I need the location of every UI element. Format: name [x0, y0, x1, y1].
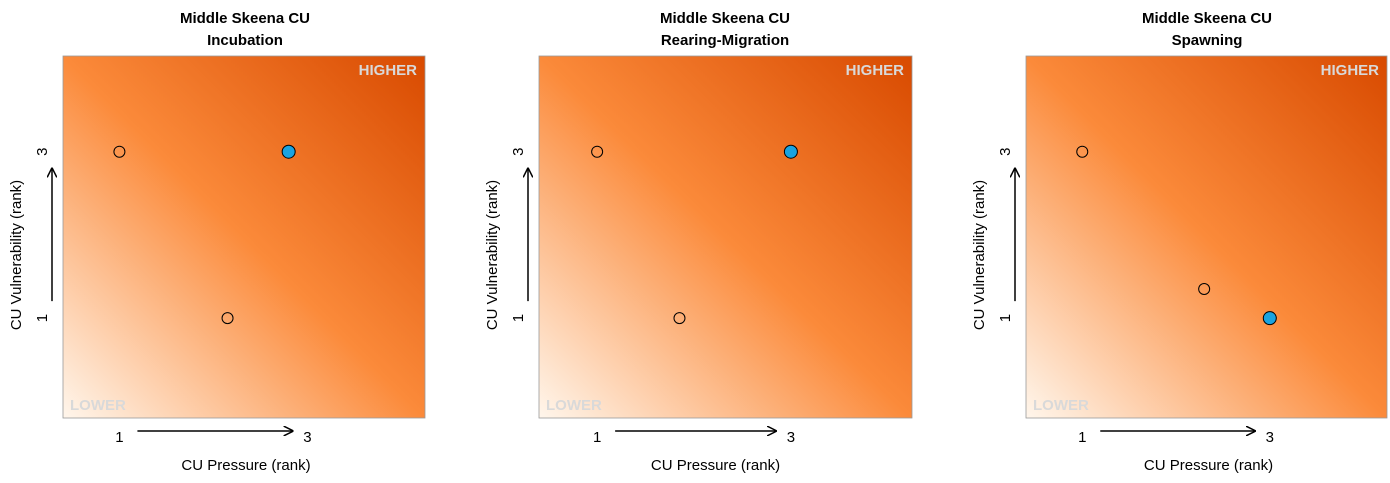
corner-label-lower: LOWER: [546, 397, 602, 414]
y-tick-label: 1: [510, 314, 527, 322]
y-tick-label: 1: [997, 314, 1014, 322]
x-tick-label: 3: [1266, 429, 1274, 446]
data-point-highlighted: [281, 144, 296, 159]
panel-title: Middle Skeena CU: [1142, 10, 1272, 27]
plot-background: [62, 55, 426, 419]
data-point: [221, 312, 234, 325]
corner-label-higher: HIGHER: [1321, 62, 1380, 79]
corner-label-lower: LOWER: [70, 397, 126, 414]
plot-background: [1025, 55, 1388, 419]
x-tick-label: 1: [115, 429, 123, 446]
panel-subtitle: Rearing-Migration: [661, 32, 789, 49]
x-axis-label: CU Pressure (rank): [181, 457, 310, 474]
panel-subtitle: Spawning: [1172, 32, 1243, 49]
x-tick-label: 3: [303, 429, 311, 446]
y-tick-label: 3: [34, 148, 51, 156]
y-tick-label: 3: [997, 148, 1014, 156]
panel-subtitle: Incubation: [207, 32, 283, 49]
data-point: [113, 145, 126, 158]
y-axis-label: CU Vulnerability (rank): [8, 180, 25, 330]
chart-panel-2: Middle Skeena CU Rearing-Migration HIGHER L…: [484, 10, 913, 474]
x-tick-label: 1: [1078, 429, 1086, 446]
x-tick-label: 3: [787, 429, 795, 446]
data-point-highlighted: [783, 144, 798, 159]
y-axis-label: CU Vulnerability (rank): [971, 180, 988, 330]
data-point: [1076, 145, 1089, 158]
corner-label-higher: HIGHER: [359, 62, 418, 79]
chart-panel-1: Middle Skeena CU Incubation HIGHER LOWER 1 3 C…: [8, 10, 426, 474]
y-tick-label: 3: [510, 148, 527, 156]
data-point: [591, 145, 604, 158]
corner-label-lower: LOWER: [1033, 397, 1089, 414]
x-axis-label: CU Pressure (rank): [1144, 457, 1273, 474]
corner-label-higher: HIGHER: [846, 62, 905, 79]
data-point: [1198, 283, 1211, 296]
data-point-highlighted: [1262, 311, 1277, 326]
panel-title: Middle Skeena CU: [660, 10, 790, 27]
plot-background: [538, 55, 913, 419]
x-tick-label: 1: [593, 429, 601, 446]
data-point: [673, 312, 686, 325]
y-tick-label: 1: [34, 314, 51, 322]
chart-panel-3: Middle Skeena CU Spawning HIGHER LOWER 1 3 CU …: [971, 10, 1388, 474]
panel-title: Middle Skeena CU: [180, 10, 310, 27]
y-axis-label: CU Vulnerability (rank): [484, 180, 501, 330]
x-axis-label: CU Pressure (rank): [651, 457, 780, 474]
